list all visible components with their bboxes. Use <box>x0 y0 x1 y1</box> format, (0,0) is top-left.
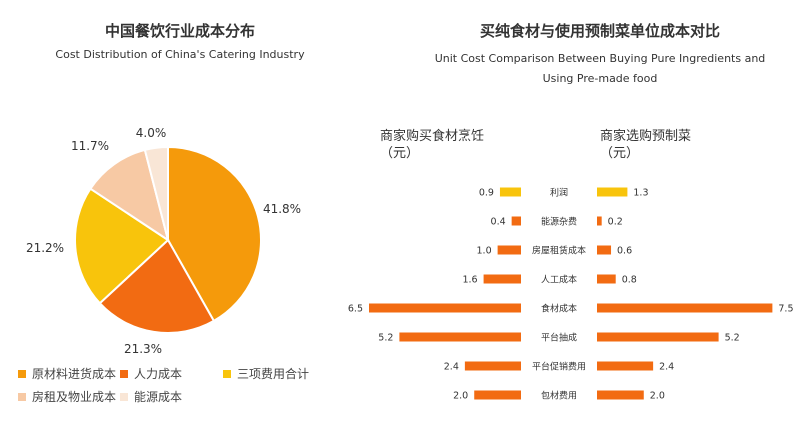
right-bar <box>597 332 719 342</box>
pie-slice-4 <box>89 148 170 243</box>
pie-slice-1 <box>167 145 262 323</box>
legend-swatch <box>120 369 128 378</box>
legend-item-rent: 房租及物业成本 <box>18 388 116 405</box>
left-bar-label: 2.0 <box>453 391 468 402</box>
legend-item-labor: 人力成本 <box>120 365 182 382</box>
pie-slices <box>74 145 262 334</box>
category-label: 人工成本 <box>541 274 577 286</box>
bar-title: 买纯食材与使用预制菜单位成本对比 <box>479 22 720 40</box>
category-label: 食材成本 <box>541 303 577 315</box>
legend-swatch <box>120 392 128 401</box>
pie-slice-3 <box>74 187 170 305</box>
right-bar <box>597 216 602 226</box>
right-bar <box>597 390 644 400</box>
left-bar-label: 6.5 <box>348 304 363 315</box>
legend-swatch <box>18 392 26 401</box>
right-bar-label: 0.2 <box>608 217 623 228</box>
pie-labels: 41.8% 21.3% 21.2% 11.7% 4.0% <box>26 126 301 356</box>
pie-label-5: 4.0% <box>136 126 167 140</box>
category-label: 包材费用 <box>541 390 577 402</box>
left-header-line1: 商家购买食材烹饪 <box>380 129 485 144</box>
legend-swatch <box>18 369 26 378</box>
right-bar-label: 2.0 <box>650 391 665 402</box>
right-bar <box>597 245 612 255</box>
right-bar-label: 7.5 <box>778 304 793 315</box>
right-bar-label: 1.3 <box>633 188 648 199</box>
right-header-line1: 商家选购预制菜 <box>600 129 692 144</box>
category-label: 能源杂费 <box>541 216 577 228</box>
pie-label-2: 21.3% <box>124 342 162 356</box>
left-bar-label: 0.9 <box>479 188 494 199</box>
left-bar <box>497 245 521 255</box>
legend-swatch <box>223 369 231 378</box>
pie-subtitle: Cost Distribution of China's Catering In… <box>55 48 305 61</box>
pie-title: 中国餐饮行业成本分布 <box>104 22 255 40</box>
right-bar-label: 5.2 <box>725 333 740 344</box>
legend-item-raw-material: 原材料进货成本 <box>18 365 116 382</box>
left-bar-label: 0.4 <box>491 217 506 228</box>
bars: 0.9 1.3 利润 0.4 0.2 能源杂费 1.0 0.6 房屋租赁成本 1.6 0.8 人工成本… <box>348 187 794 402</box>
right-bar-label: 0.6 <box>617 246 632 257</box>
pie-slice-5 <box>143 145 169 241</box>
right-bar <box>597 187 628 197</box>
left-bar <box>499 187 521 197</box>
left-column-header: 商家购买食材烹饪 （元） <box>380 128 484 162</box>
category-label: 平台促销费用 <box>532 361 586 373</box>
category-label: 利润 <box>550 187 568 199</box>
legend-item-three-fees: 三项费用合计 <box>223 365 309 382</box>
right-bar <box>597 274 616 284</box>
pie-label-1: 41.8% <box>263 202 301 216</box>
legend-label: 三项费用合计 <box>237 367 310 381</box>
right-column-header: 商家选购预制菜 （元） <box>600 128 691 162</box>
left-bar <box>474 390 521 400</box>
legend-label: 能源成本 <box>134 390 183 404</box>
left-bar-label: 1.6 <box>462 275 477 286</box>
left-bar <box>511 216 521 226</box>
left-bar <box>464 361 521 371</box>
left-header-line2: （元） <box>380 146 420 161</box>
right-bar <box>597 361 654 371</box>
left-bar <box>399 332 521 342</box>
legend-label: 原材料进货成本 <box>32 367 117 381</box>
legend-label: 房租及物业成本 <box>32 390 117 404</box>
right-bar <box>597 303 773 313</box>
legend-item-energy: 能源成本 <box>120 388 182 405</box>
left-bar <box>369 303 521 313</box>
pie-chart: 41.8% 21.3% 21.2% 11.7% 4.0% <box>26 126 301 356</box>
pie-label-4: 11.7% <box>71 139 109 153</box>
category-label: 平台抽成 <box>541 332 577 344</box>
pie-slice-2 <box>98 238 216 334</box>
bar-subtitle-line2: Using Pre-made food <box>542 72 658 85</box>
pie-legend: 原材料进货成本 人力成本 三项费用合计 房租及物业成本 能源成本 <box>0 0 400 425</box>
right-header-line2: （元） <box>600 146 640 161</box>
legend-label: 人力成本 <box>134 367 183 381</box>
category-label: 房屋租赁成本 <box>532 245 586 257</box>
bar-subtitle-line1: Unit Cost Comparison Between Buying Pure… <box>434 52 766 65</box>
pie-label-3: 21.2% <box>26 241 64 255</box>
left-bar-label: 5.2 <box>378 333 393 344</box>
left-bar-label: 1.0 <box>477 246 492 257</box>
right-bar-label: 0.8 <box>622 275 637 286</box>
right-bar-label: 2.4 <box>659 362 674 373</box>
left-bar <box>483 274 521 284</box>
left-bar-label: 2.4 <box>444 362 459 373</box>
